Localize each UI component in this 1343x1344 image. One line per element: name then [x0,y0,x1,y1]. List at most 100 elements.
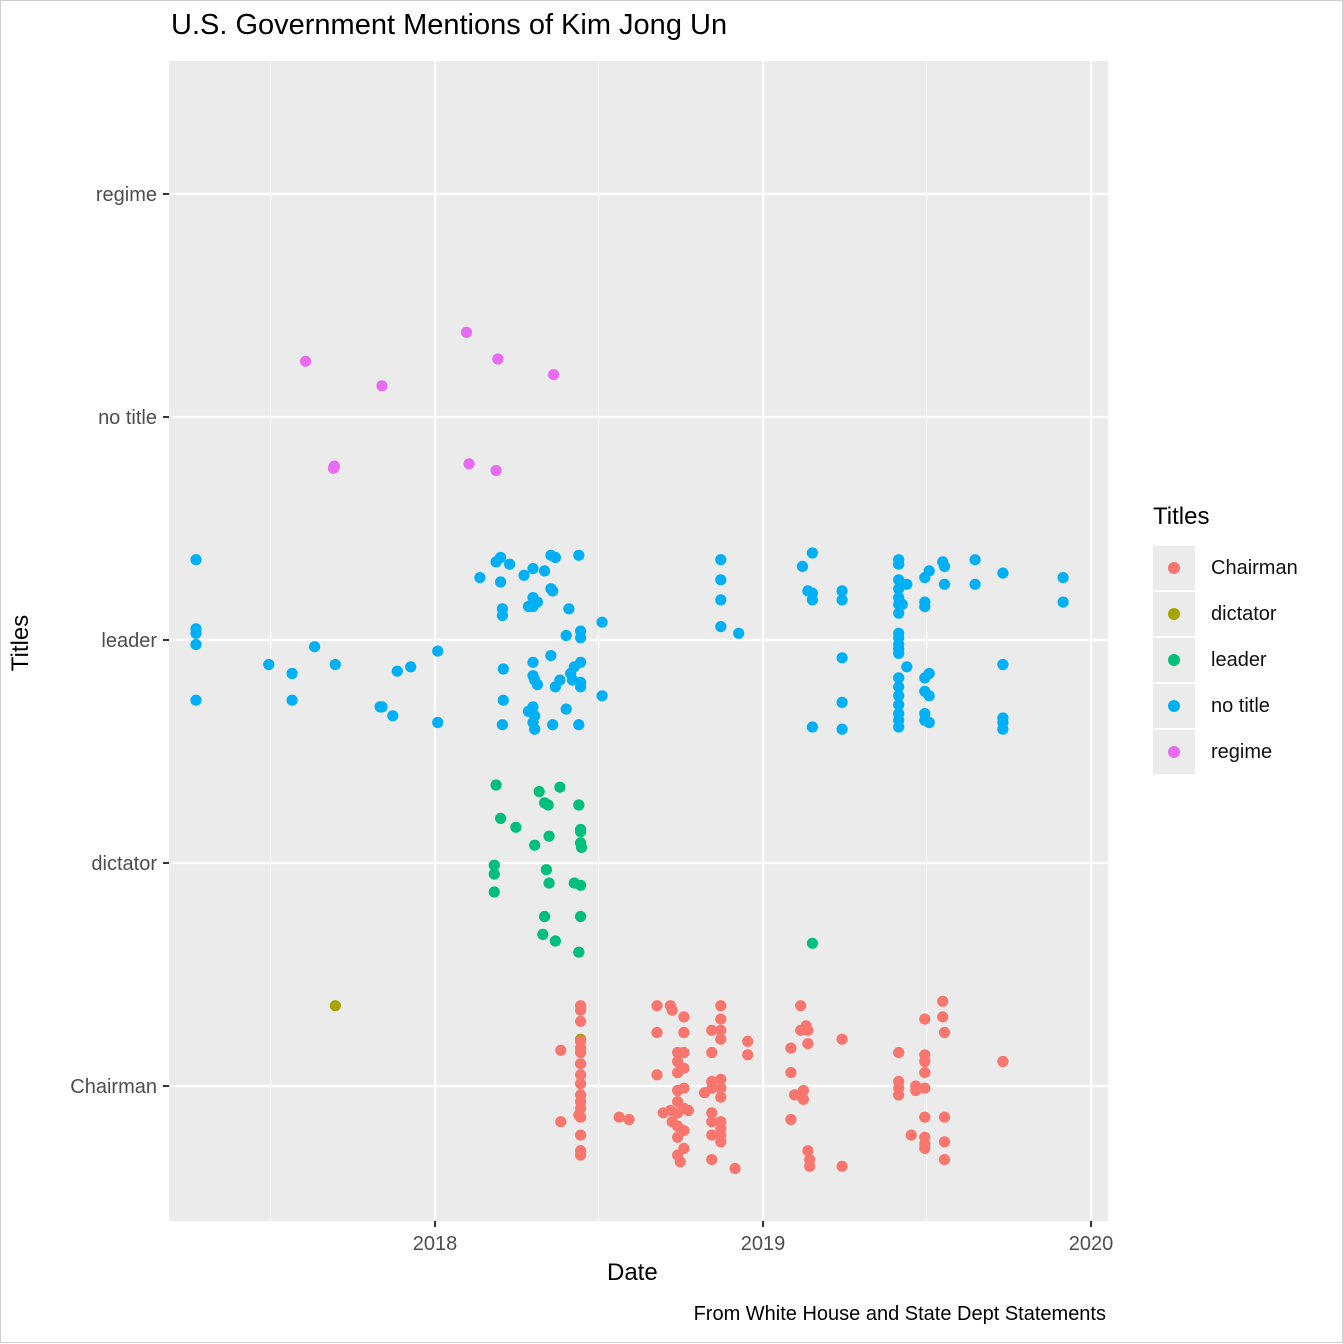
point-chairman [575,1046,587,1059]
point-chairman [742,1035,754,1047]
point-leader [533,786,545,798]
point-chairman [678,1026,690,1039]
point-chairman [919,1067,931,1079]
point-chairman [836,1033,848,1045]
point-no-title [1057,572,1069,584]
point-no-title [547,585,559,597]
legend-dot-chairman [1168,562,1180,574]
point-no-title [529,723,541,735]
point-no-title [997,723,1009,735]
point-no-title [901,661,913,673]
legend-item-regime: regime [1153,729,1298,775]
point-leader [549,935,562,947]
legend-label: no title [1211,694,1270,717]
point-no-title [495,551,507,564]
point-chairman [795,1000,807,1012]
point-no-title [539,565,551,577]
point-no-title [496,719,508,731]
y-tick-label: leader [101,630,157,652]
point-leader [573,946,585,958]
point-no-title [547,719,559,731]
point-leader [573,799,585,811]
x-tick-label: 2019 [741,1233,786,1255]
point-no-title [286,667,298,680]
point-no-title [190,638,202,651]
point-chairman [706,1107,718,1119]
legend-dot-dictator [1168,608,1180,620]
legend-item-chairman: Chairman [1153,545,1298,591]
point-chairman [715,1091,727,1103]
point-no-title [806,594,819,606]
point-no-title [474,572,486,584]
axes: Chairman dictator leader no title regime 2018… [70,184,1113,1255]
point-no-title [563,603,575,615]
point-no-title [938,560,951,573]
point-chairman [742,1049,754,1061]
y-axis-label: Titles [7,614,35,672]
point-chairman [678,1062,690,1074]
point-no-title [796,560,809,573]
point-chairman [797,1093,810,1105]
point-chairman [555,1044,567,1056]
point-chairman [706,1116,718,1128]
point-chairman [938,1136,951,1148]
point-no-title [923,716,935,729]
point-no-title [554,674,566,686]
point-no-title [387,710,399,722]
point-no-title [329,658,341,671]
x-axis-label: Date [607,1259,658,1286]
legend-item-no-title: no title [1153,683,1298,729]
point-chairman [893,1089,905,1101]
point-chairman [678,1142,690,1154]
point-no-title [919,600,931,613]
point-chairman [715,1073,727,1085]
point-no-title [497,663,509,675]
point-chairman [997,1055,1009,1068]
point-chairman [715,1000,727,1012]
legend-label: regime [1211,740,1273,763]
point-chairman [919,1082,931,1094]
point-chairman [666,1004,678,1016]
point-chairman [785,1113,797,1126]
point-chairman [938,1111,951,1123]
point-leader [539,910,551,923]
point-leader [575,910,587,923]
point-chairman [706,1129,718,1141]
point-chairman [937,995,949,1007]
point-chairman [575,1129,587,1141]
point-regime [460,326,473,338]
point-leader [575,841,588,854]
point-no-title [923,667,935,680]
point-no-title [190,627,202,639]
point-no-title [836,696,848,709]
point-no-title [969,578,981,590]
point-chairman [651,1000,663,1012]
point-chairman [729,1162,741,1175]
point-no-title [733,627,745,639]
point-no-title [893,681,905,693]
point-chairman [575,1015,587,1027]
point-no-title [573,719,585,731]
point-chairman [937,1011,949,1023]
chart-title: U.S. Government Mentions of Kim Jong Un [171,9,728,41]
point-leader [543,877,555,889]
point-no-title [836,652,848,664]
point-chairman [674,1156,686,1168]
point-no-title [893,558,905,570]
x-tick-label: 2020 [1069,1233,1114,1255]
point-regime [492,353,504,365]
point-leader [543,830,555,842]
point-no-title [938,578,951,590]
point-no-title [715,574,727,586]
point-no-title [432,716,444,729]
point-leader [488,868,500,880]
legend-key [1153,684,1195,728]
x-tick-label: 2018 [413,1233,458,1255]
point-chairman [715,1024,727,1036]
point-leader [495,812,507,825]
point-chairman [678,1125,690,1137]
point-chairman [919,1013,931,1025]
chart-caption: From White House and State Dept Statemen… [693,1303,1106,1325]
point-chairman [938,1026,951,1039]
